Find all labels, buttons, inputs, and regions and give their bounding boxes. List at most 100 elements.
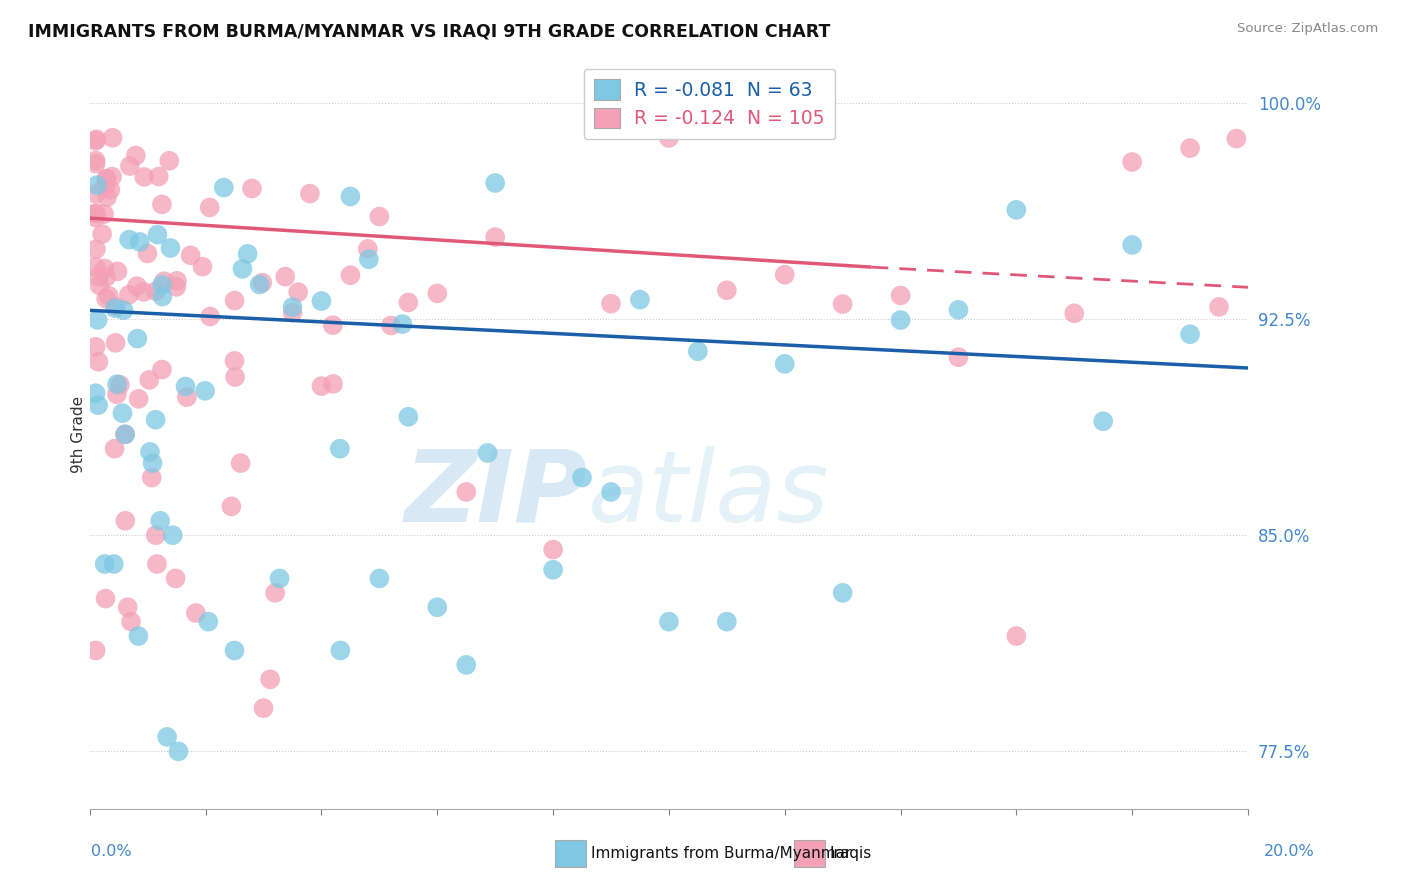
Point: [87, 355, 110, 369]
Point: [84, 156, 107, 170]
Legend: R = -0.081  N = 63, R = -0.124  N = 105: R = -0.081 N = 63, R = -0.124 N = 105: [583, 69, 835, 139]
Point: [156, 730, 179, 744]
Point: [114, 427, 136, 442]
Point: [86, 313, 108, 327]
Point: [541, 542, 564, 557]
Point: [281, 306, 304, 320]
Point: [221, 500, 243, 514]
Point: [84, 260, 107, 274]
Point: [94, 178, 117, 193]
Point: [264, 586, 287, 600]
Point: [180, 248, 202, 262]
Point: [132, 285, 155, 299]
Point: [150, 277, 173, 292]
Point: [600, 485, 623, 500]
Point: [1121, 155, 1143, 169]
Text: 20.0%: 20.0%: [1264, 845, 1315, 859]
Point: [93, 261, 115, 276]
Point: [84, 134, 107, 148]
Point: [103, 557, 125, 571]
Point: [322, 376, 344, 391]
Point: [167, 744, 190, 758]
Point: [1178, 141, 1201, 155]
Point: [716, 615, 738, 629]
Point: [174, 379, 197, 393]
Point: [114, 514, 136, 528]
Point: [112, 303, 135, 318]
Point: [96, 172, 118, 186]
Point: [87, 398, 110, 412]
Point: [84, 211, 107, 225]
Y-axis label: 9th Grade: 9th Grade: [72, 396, 86, 473]
Point: [456, 485, 478, 500]
Point: [149, 514, 172, 528]
Point: [94, 292, 117, 306]
Point: [298, 186, 321, 201]
Point: [426, 286, 449, 301]
Point: [127, 332, 149, 346]
Point: [94, 557, 117, 571]
Point: [477, 446, 499, 460]
Point: [108, 377, 131, 392]
Point: [1005, 202, 1028, 217]
Point: [145, 528, 167, 542]
Point: [96, 171, 118, 186]
Point: [311, 379, 333, 393]
Point: [322, 318, 344, 333]
Point: [111, 406, 134, 420]
Point: [426, 600, 449, 615]
Point: [96, 190, 118, 204]
Point: [1092, 414, 1115, 428]
Point: [357, 252, 380, 267]
Point: [146, 227, 169, 242]
Point: [391, 317, 413, 331]
Point: [103, 442, 125, 456]
Point: [118, 233, 141, 247]
Point: [162, 528, 184, 542]
Text: Iraqis: Iraqis: [830, 847, 872, 861]
Point: [191, 260, 214, 274]
Point: [484, 176, 506, 190]
Point: [166, 274, 188, 288]
Text: Immigrants from Burma/Myanmar: Immigrants from Burma/Myanmar: [591, 847, 851, 861]
Point: [240, 181, 263, 195]
Point: [198, 310, 221, 324]
Point: [150, 197, 173, 211]
Point: [357, 242, 380, 256]
Point: [1178, 327, 1201, 342]
Point: [236, 247, 259, 261]
Point: [249, 277, 271, 292]
Point: [145, 284, 167, 298]
Point: [339, 189, 361, 203]
Point: [93, 207, 115, 221]
Point: [86, 132, 108, 146]
Point: [84, 206, 107, 220]
Point: [125, 148, 148, 162]
Text: IMMIGRANTS FROM BURMA/MYANMAR VS IRAQI 9TH GRADE CORRELATION CHART: IMMIGRANTS FROM BURMA/MYANMAR VS IRAQI 9…: [28, 22, 831, 40]
Point: [127, 629, 149, 643]
Point: [380, 318, 402, 333]
Point: [128, 235, 150, 249]
Point: [138, 373, 160, 387]
Point: [107, 264, 129, 278]
Point: [259, 673, 281, 687]
Point: [114, 427, 136, 442]
Point: [1063, 306, 1085, 320]
Text: ZIP: ZIP: [405, 446, 588, 542]
Point: [101, 130, 124, 145]
Point: [229, 456, 252, 470]
Point: [141, 470, 163, 484]
Point: [176, 390, 198, 404]
Point: [224, 643, 246, 657]
Point: [128, 392, 150, 406]
Point: [1005, 629, 1028, 643]
Point: [117, 600, 139, 615]
Point: [224, 370, 246, 384]
Point: [118, 288, 141, 302]
Point: [773, 357, 796, 371]
Point: [159, 241, 181, 255]
Point: [252, 701, 274, 715]
Point: [157, 153, 180, 168]
Point: [889, 288, 911, 302]
Point: [329, 643, 352, 657]
